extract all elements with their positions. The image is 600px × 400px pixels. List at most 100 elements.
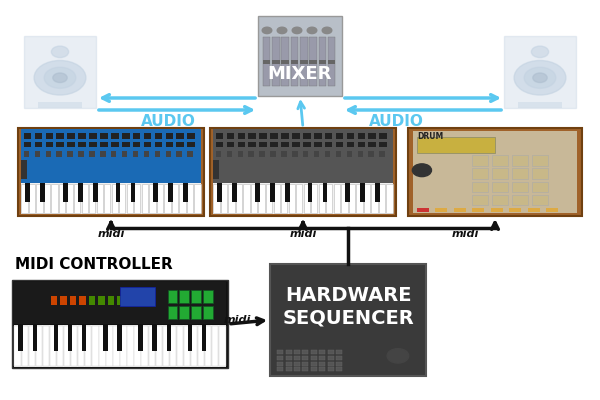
Circle shape [307,27,317,34]
Bar [532,195,548,206]
Bar [50,326,56,366]
Bar [14,282,226,324]
Bar [21,160,28,179]
Text: midi: midi [97,229,125,239]
Bar [512,155,528,166]
Bar [251,184,257,213]
Circle shape [412,164,431,177]
Bar [51,296,58,305]
Circle shape [532,46,548,58]
Bar [263,37,271,86]
Bar [303,151,308,157]
Bar [203,290,213,303]
Bar [347,151,352,157]
Circle shape [262,27,272,34]
Bar [328,350,334,354]
Bar [183,183,188,202]
Bar [53,325,58,351]
Bar [227,133,235,138]
Bar [311,356,317,360]
Bar [93,183,98,202]
Circle shape [34,60,86,95]
Bar [29,184,35,213]
Bar [99,326,106,366]
Bar [213,183,393,214]
Bar [492,195,508,206]
Bar [302,367,308,371]
Bar [319,184,325,213]
Bar [46,151,51,157]
Bar [187,184,193,213]
Bar [98,296,104,305]
Bar [134,326,141,366]
Bar [358,142,365,147]
Bar [56,133,64,138]
Bar [167,325,171,351]
Bar [133,142,140,147]
Bar [89,133,97,138]
Bar [300,37,308,86]
Bar [270,151,276,157]
Bar [22,184,28,213]
Bar [358,151,363,157]
Bar [82,325,86,351]
Bar [134,184,140,213]
Bar [100,142,108,147]
Bar [116,183,121,202]
Bar [194,184,200,213]
Bar [176,142,184,147]
Bar [111,151,116,157]
Bar [294,350,300,354]
Bar [360,183,365,202]
Bar [347,133,354,138]
Bar [74,184,80,213]
Bar [157,184,163,213]
Bar [106,326,113,366]
Bar [296,184,302,213]
Bar [24,151,29,157]
Bar [492,168,508,179]
Bar [142,326,148,366]
Bar [152,325,157,351]
Bar [491,208,503,212]
Bar [319,356,325,360]
Bar [328,356,334,360]
Bar [328,367,334,371]
Bar [270,264,426,376]
Bar [472,195,488,206]
Bar [371,184,377,213]
Bar [89,151,95,157]
Circle shape [387,349,409,363]
Bar [336,142,343,147]
Bar [89,142,97,147]
Bar [368,142,376,147]
Bar [217,183,222,202]
Bar [144,142,151,147]
Bar [368,151,374,157]
Bar [336,362,342,366]
Bar [167,290,177,303]
Bar [281,60,289,64]
Bar [311,362,317,366]
Bar [328,37,335,86]
Bar [107,296,114,305]
Bar [336,151,341,157]
Bar [292,133,300,138]
Bar [258,16,342,96]
Bar [64,326,70,366]
Bar [492,155,508,166]
Bar [379,142,387,147]
Bar [227,142,235,147]
Bar [386,184,392,213]
Bar [259,142,267,147]
Bar [492,182,508,192]
Bar [127,184,133,213]
Bar [24,142,31,147]
Bar [472,155,488,166]
Bar [281,133,289,138]
Bar [255,183,260,202]
Bar [119,184,125,213]
Bar [232,183,237,202]
Bar [46,142,53,147]
Bar [325,151,330,157]
